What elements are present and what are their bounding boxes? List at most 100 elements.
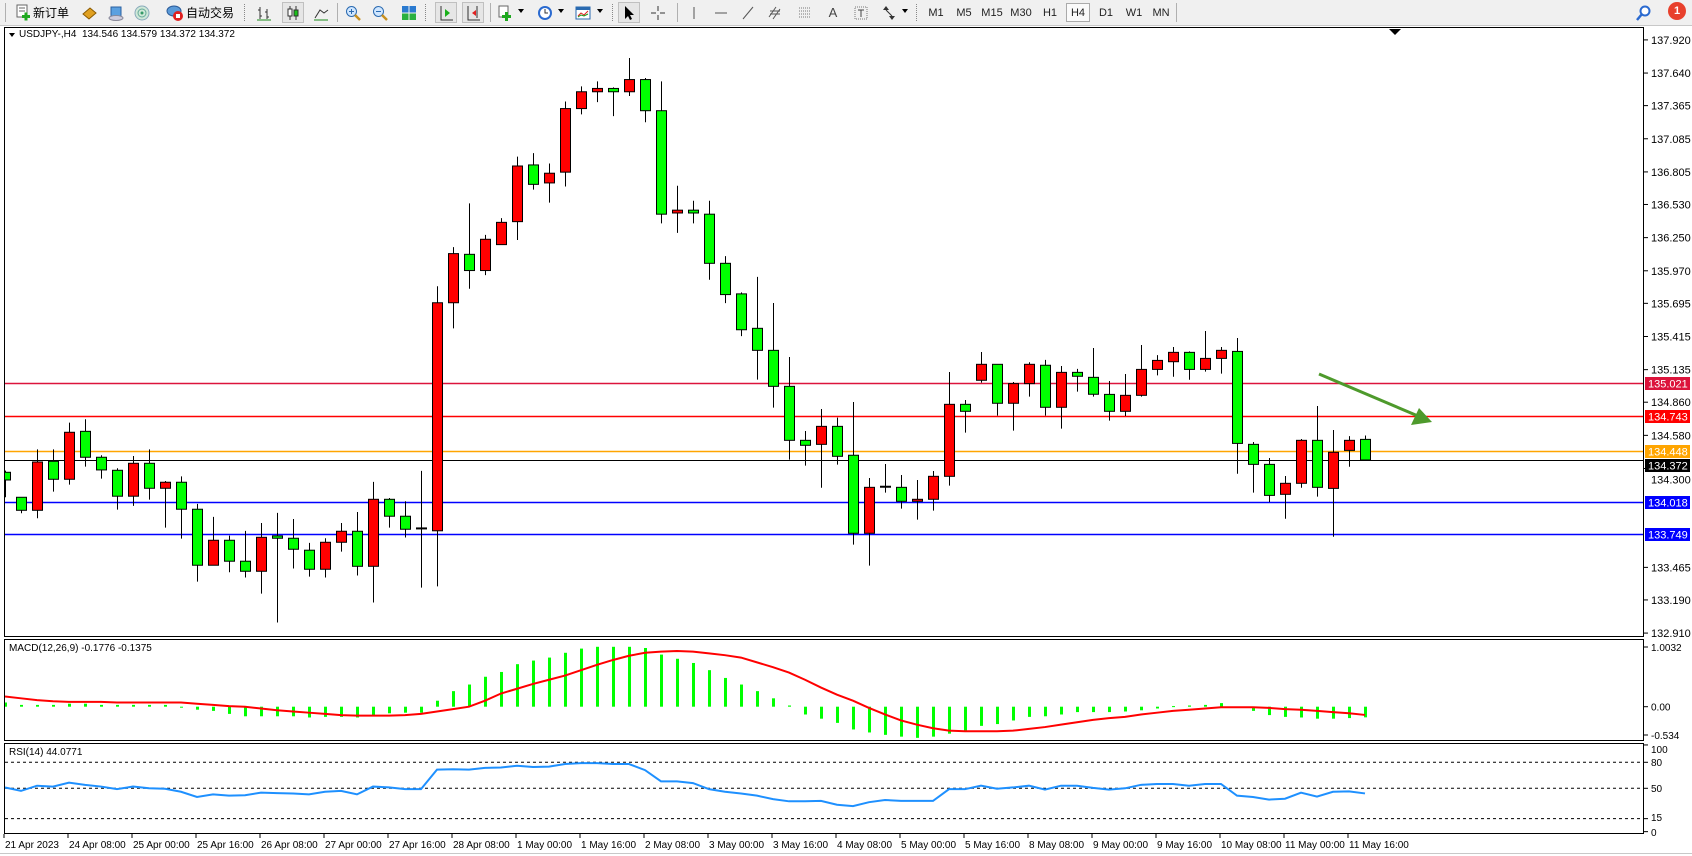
candle (1200, 331, 1211, 372)
arrows-dropdown-icon[interactable] (902, 9, 908, 13)
time-tick-label: 27 Apr 16:00 (389, 840, 446, 851)
candle (1168, 347, 1179, 377)
line-chart-button[interactable] (311, 2, 331, 23)
text-label-tool-button[interactable] (851, 2, 871, 23)
candle (224, 535, 235, 573)
candle (1360, 435, 1371, 461)
candle-body (16, 496, 27, 511)
candle-body (352, 530, 363, 567)
candle-body (816, 425, 827, 445)
indicators-button[interactable] (495, 2, 515, 23)
macd-histogram-bar (452, 691, 455, 707)
candle (816, 408, 827, 488)
search-button[interactable] (1633, 2, 1653, 23)
timeframe-m5-button[interactable]: M5 (956, 6, 972, 19)
timeframe-w1-button[interactable]: W1 (1125, 6, 1143, 19)
time-tick-label: 26 Apr 08:00 (261, 840, 318, 851)
candle-body (656, 110, 667, 215)
macd-histogram-bar (52, 704, 55, 707)
macd-histogram-bar (564, 652, 567, 707)
candle (272, 512, 283, 623)
candle-body (928, 475, 939, 500)
candle-body (128, 462, 139, 497)
chart-shift-marker-icon[interactable] (1389, 29, 1401, 35)
candle-body (480, 238, 491, 272)
price-tag-label: 134.743 (1648, 412, 1688, 424)
cursor-tool-button[interactable] (618, 2, 640, 23)
candle (144, 449, 155, 500)
timeframe-d1-button[interactable]: D1 (1098, 6, 1114, 19)
search-icon (1636, 5, 1651, 21)
vertical-line-tool-button[interactable] (684, 2, 704, 23)
main-panel-title: USDJPY-,H4 134.546 134.579 134.372 134.3… (19, 29, 235, 40)
timeframe-h4-button[interactable]: H4 (1066, 3, 1090, 22)
tile-windows-button[interactable] (399, 2, 419, 23)
equidistant-channel-tool-button[interactable] (765, 2, 785, 23)
candle-body (608, 87, 619, 93)
price-tick-label: 137.920 (1651, 35, 1691, 47)
templates-dropdown-icon[interactable] (597, 9, 603, 13)
macd-histogram-bar (212, 706, 215, 711)
timeframe-m1-button[interactable]: M1 (928, 6, 944, 19)
crosshair-tool-button[interactable] (648, 2, 668, 23)
rsi-panel-title: RSI(14) 44.0771 (9, 747, 83, 758)
auto-trading-icon (166, 5, 183, 21)
candle (992, 363, 1003, 416)
candle-body (272, 535, 283, 539)
bar-chart-button[interactable] (254, 2, 274, 23)
market-watch-button[interactable] (80, 2, 98, 23)
candle-body (640, 79, 651, 112)
candle-body (304, 549, 315, 570)
candlestick-chart-button[interactable] (282, 2, 304, 23)
auto-scroll-button[interactable] (435, 2, 457, 23)
text-tool-button[interactable]: A (828, 5, 838, 20)
candle-body (736, 293, 747, 331)
candle (464, 203, 475, 289)
macd-histogram-bar (1300, 706, 1303, 718)
periodicity-button[interactable] (535, 2, 555, 23)
macd-histogram-bar (1172, 706, 1175, 708)
data-window-button[interactable] (107, 2, 125, 23)
candle-body (256, 536, 267, 572)
notification-badge[interactable]: 1 (1668, 2, 1686, 20)
timeframe-mn-button[interactable]: MN (1152, 6, 1170, 19)
chart-shift-button[interactable] (462, 2, 484, 23)
candle-body (400, 515, 411, 530)
auto-trading-button[interactable]: 自动交易 (162, 2, 238, 23)
candle (384, 497, 395, 528)
candle-body (496, 221, 507, 246)
macd-histogram-bar (1316, 706, 1319, 719)
candle (944, 372, 955, 486)
horizontal-line-tool-button[interactable] (711, 2, 731, 23)
timeframe-m30-button[interactable]: M30 (1010, 6, 1032, 19)
arrow-annotation[interactable] (1318, 372, 1419, 418)
fibonacci-icon (799, 7, 810, 17)
arrows-tool-button[interactable] (879, 2, 899, 23)
trendline-tool-button[interactable] (738, 2, 758, 23)
new-order-button[interactable]: 新订单 (12, 2, 72, 23)
periodicity-dropdown-icon[interactable] (558, 9, 564, 13)
macd-histogram-bar (900, 706, 903, 737)
zoom-out-button[interactable] (370, 2, 390, 23)
indicators-dropdown-icon[interactable] (518, 9, 524, 13)
time-tick-label: 5 May 00:00 (901, 840, 956, 851)
dropdown-triangle-icon[interactable] (9, 33, 15, 37)
templates-button[interactable] (573, 2, 593, 23)
price-tag-134.018 (1645, 496, 1690, 509)
macd-histogram-bar (276, 706, 279, 717)
macd-histogram-bar (1140, 706, 1143, 711)
candle-body (1296, 439, 1307, 484)
timeframe-m15-button[interactable]: M15 (981, 6, 1003, 19)
timeframe-h1-button[interactable]: H1 (1042, 6, 1058, 19)
navigator-button[interactable] (133, 2, 151, 23)
macd-histogram-bar (612, 646, 615, 707)
fibonacci-tool-button[interactable] (795, 2, 815, 23)
candle (320, 538, 331, 578)
trendline-icon (742, 6, 754, 19)
candle-body (1040, 364, 1051, 408)
time-tick-label: 1 May 00:00 (517, 840, 572, 851)
time-tick-label: 3 May 00:00 (709, 840, 764, 851)
price-tick-label: 136.250 (1651, 233, 1691, 245)
zoom-in-button[interactable] (343, 2, 363, 23)
